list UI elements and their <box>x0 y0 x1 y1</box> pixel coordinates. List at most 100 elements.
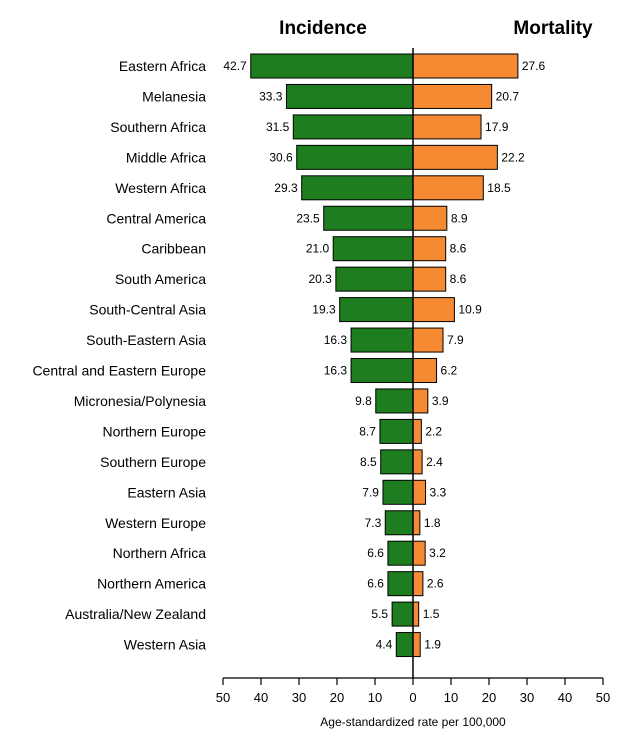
incidence-value-label: 23.5 <box>296 211 320 225</box>
incidence-bar <box>339 297 414 323</box>
mortality-value-label: 7.9 <box>447 333 464 347</box>
category-label: Australia/New Zealand <box>65 606 206 622</box>
incidence-bar <box>323 205 414 231</box>
incidence-value-label: 42.7 <box>223 59 247 73</box>
mortality-value-label: 3.2 <box>429 546 446 560</box>
x-tick-label: 50 <box>216 690 230 705</box>
incidence-bar <box>335 266 414 292</box>
bars-group <box>250 53 519 658</box>
category-label: Eastern Africa <box>119 58 206 74</box>
incidence-value-label: 31.5 <box>266 120 290 134</box>
x-tick-label: 20 <box>482 690 496 705</box>
mortality-bar <box>412 205 448 231</box>
incidence-bar <box>380 449 414 475</box>
incidence-value-label: 30.6 <box>269 150 293 164</box>
category-label: Southern Europe <box>100 454 206 470</box>
mortality-value-label: 20.7 <box>496 89 520 103</box>
incidence-bar <box>332 236 414 262</box>
mortality-value-label: 22.2 <box>501 150 525 164</box>
category-label: Central and Eastern Europe <box>32 363 206 379</box>
mortality-bar <box>412 114 482 140</box>
mortality-value-label: 3.9 <box>432 394 449 408</box>
incidence-bar <box>350 358 414 383</box>
incidence-value-label: 6.6 <box>367 546 384 560</box>
x-tick-label: 10 <box>368 690 382 705</box>
incidence-bar <box>391 601 414 627</box>
category-label: Northern Europe <box>102 423 206 439</box>
mortality-bar <box>412 327 444 353</box>
mortality-title: Mortality <box>513 18 593 39</box>
category-label: Melanesia <box>142 88 206 104</box>
mortality-bar <box>412 83 493 109</box>
mortality-value-label: 17.9 <box>485 120 509 134</box>
incidence-bar <box>384 510 414 536</box>
category-label: South-Eastern Asia <box>86 332 206 348</box>
incidence-value-label: 16.3 <box>324 333 348 347</box>
mortality-bar <box>412 540 426 566</box>
incidence-bar <box>285 83 414 109</box>
incidence-value-label: 7.3 <box>365 516 382 530</box>
incidence-bar <box>379 418 414 444</box>
category-label: Caribbean <box>141 241 206 257</box>
x-tick-label: 10 <box>444 690 458 705</box>
mortality-value-label: 8.9 <box>451 211 468 225</box>
x-tick-label: 40 <box>254 690 268 705</box>
x-tick-label: 40 <box>558 690 572 705</box>
incidence-value-label: 4.4 <box>376 638 393 652</box>
incidence-value-label: 19.3 <box>312 303 336 317</box>
mortality-bar <box>412 175 484 201</box>
x-tick-label: 30 <box>292 690 306 705</box>
mortality-value-label: 2.6 <box>427 577 444 591</box>
incidence-value-label: 20.3 <box>309 272 333 286</box>
category-label: Northern Africa <box>113 545 207 561</box>
mortality-bar <box>412 601 420 627</box>
mortality-value-label: 2.2 <box>425 424 442 438</box>
incidence-title: Incidence <box>279 18 367 39</box>
labels-group: Eastern Africa 42.7 27.6 Melanesia 33.3 20.7 S… <box>32 58 545 653</box>
mortality-value-label: 1.5 <box>423 607 440 621</box>
category-label: Northern America <box>97 576 206 592</box>
category-label: Micronesia/Polynesia <box>74 393 206 409</box>
x-axis: 50 40 30 20 10 0 10 20 30 40 50 <box>216 48 610 705</box>
mortality-bar <box>412 632 421 658</box>
mortality-value-label: 18.5 <box>487 181 511 195</box>
incidence-bar <box>301 175 414 201</box>
mortality-value-label: 8.6 <box>450 272 467 286</box>
mortality-value-label: 8.6 <box>450 242 467 256</box>
category-label: Central America <box>106 210 206 226</box>
mortality-bar <box>412 266 447 292</box>
incidence-bar <box>387 571 414 597</box>
mortality-value-label: 2.4 <box>426 455 443 469</box>
x-tick-label: 30 <box>520 690 534 705</box>
x-tick-label: 50 <box>596 690 610 705</box>
category-label: South America <box>115 271 206 287</box>
mortality-value-label: 10.9 <box>458 303 482 317</box>
incidence-value-label: 29.3 <box>274 181 298 195</box>
incidence-bar <box>375 388 414 414</box>
mortality-bar <box>412 571 424 597</box>
incidence-value-label: 6.6 <box>367 577 384 591</box>
incidence-value-label: 9.8 <box>355 394 372 408</box>
incidence-value-label: 5.5 <box>371 607 388 621</box>
mortality-bar <box>412 236 447 262</box>
incidence-value-label: 8.7 <box>359 424 376 438</box>
x-tick-label: 0 <box>409 690 416 705</box>
mortality-value-label: 1.9 <box>424 638 441 652</box>
incidence-bar <box>292 114 414 140</box>
incidence-value-label: 8.5 <box>360 455 377 469</box>
mortality-bar <box>412 53 519 79</box>
mortality-value-label: 1.8 <box>424 516 441 530</box>
mortality-bar <box>412 479 427 505</box>
mortality-value-label: 6.2 <box>441 364 458 378</box>
incidence-bar <box>250 53 414 79</box>
category-label: Western Asia <box>124 637 206 653</box>
incidence-value-label: 21.0 <box>306 242 330 256</box>
mortality-bar <box>412 144 498 170</box>
category-label: Southern Africa <box>110 119 206 135</box>
x-axis-title: Age-standardized rate per 100,000 <box>320 715 506 729</box>
x-tick-label: 20 <box>330 690 344 705</box>
incidence-bar <box>387 540 414 566</box>
incidence-bar <box>382 479 414 505</box>
